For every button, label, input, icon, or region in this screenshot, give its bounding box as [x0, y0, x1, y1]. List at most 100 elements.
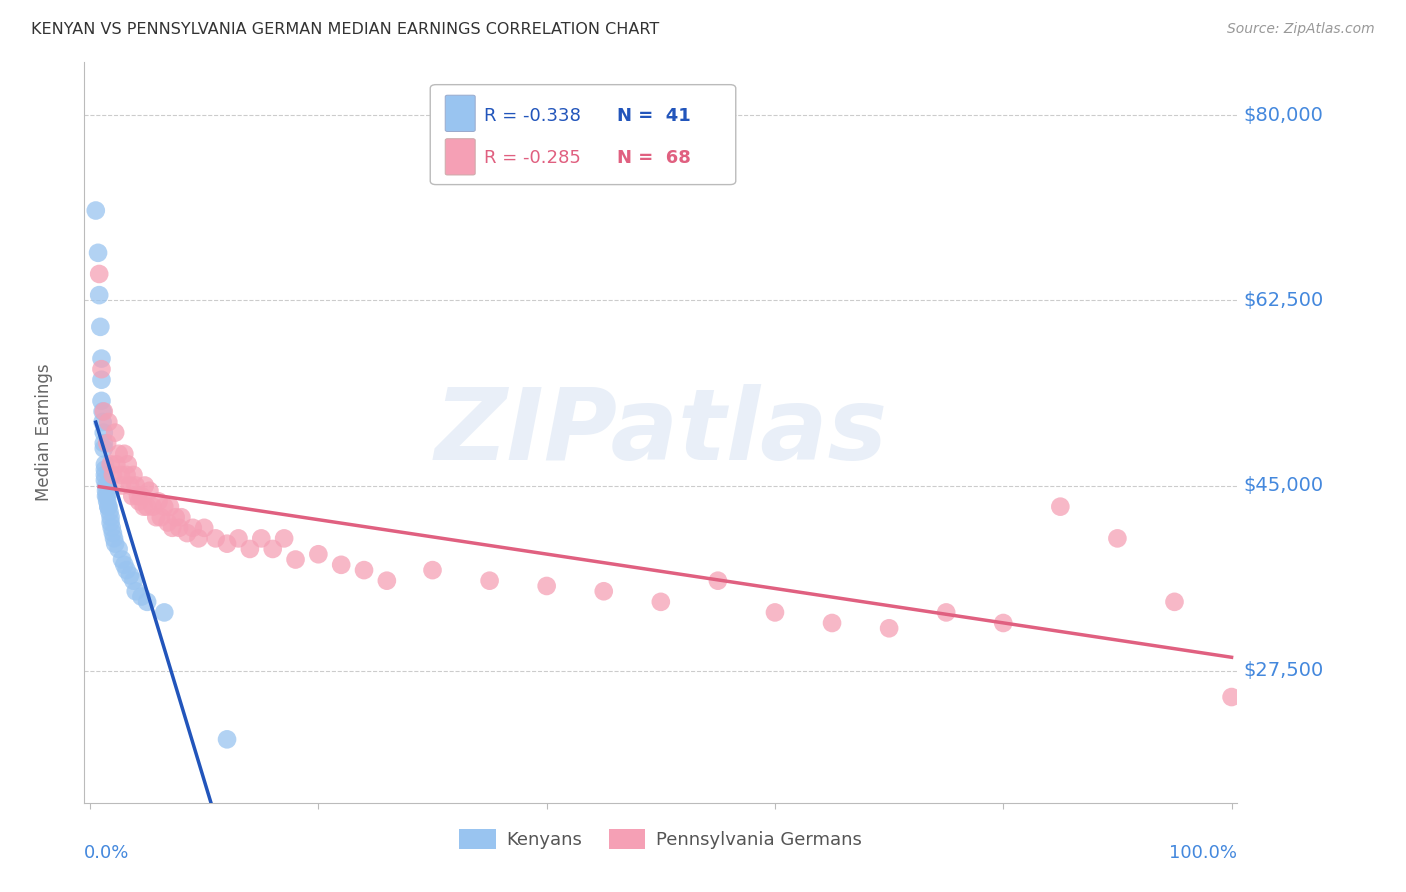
Text: N =  68: N = 68	[617, 149, 690, 167]
Point	[91, 415, 114, 429]
Point	[153, 500, 176, 514]
Point	[94, 467, 117, 482]
Point	[228, 532, 250, 546]
Point	[93, 436, 115, 450]
Point	[128, 494, 150, 508]
Point	[112, 558, 135, 572]
Point	[96, 494, 118, 508]
Point	[104, 425, 127, 440]
Point	[94, 473, 117, 487]
Point	[110, 467, 132, 482]
Point	[111, 552, 134, 566]
Point	[307, 547, 329, 561]
Point	[215, 732, 238, 747]
Point	[96, 489, 118, 503]
Point	[136, 500, 159, 514]
Point	[94, 462, 117, 476]
Point	[1220, 690, 1243, 704]
Point	[97, 500, 120, 514]
Point	[422, 563, 444, 577]
Point	[93, 425, 115, 440]
Point	[142, 500, 165, 514]
Point	[239, 541, 262, 556]
Point	[138, 483, 160, 498]
Point	[935, 606, 957, 620]
Text: $80,000: $80,000	[1243, 106, 1323, 125]
Point	[375, 574, 398, 588]
Point	[165, 510, 187, 524]
Point	[132, 500, 155, 514]
Point	[115, 467, 138, 482]
Point	[107, 541, 129, 556]
Point	[592, 584, 614, 599]
Text: R = -0.285: R = -0.285	[485, 149, 581, 167]
Point	[131, 590, 153, 604]
FancyBboxPatch shape	[446, 138, 475, 175]
Text: KENYAN VS PENNSYLVANIA GERMAN MEDIAN EARNINGS CORRELATION CHART: KENYAN VS PENNSYLVANIA GERMAN MEDIAN EAR…	[31, 22, 659, 37]
Point	[105, 458, 128, 472]
Point	[204, 532, 226, 546]
Point	[478, 574, 501, 588]
Legend: Kenyans, Pennsylvania Germans: Kenyans, Pennsylvania Germans	[453, 822, 869, 856]
Point	[117, 458, 139, 472]
Point	[1107, 532, 1129, 546]
Point	[122, 467, 145, 482]
Point	[90, 373, 112, 387]
Point	[821, 615, 844, 630]
Point	[87, 245, 110, 260]
Point	[94, 489, 117, 503]
Text: 100.0%: 100.0%	[1170, 844, 1237, 862]
Point	[111, 478, 134, 492]
Point	[121, 489, 143, 503]
Text: Median Earnings: Median Earnings	[35, 364, 53, 501]
Point	[1163, 595, 1185, 609]
Point	[101, 526, 124, 541]
Point	[96, 436, 118, 450]
Point	[250, 532, 273, 546]
Point	[89, 288, 111, 302]
Point	[353, 563, 375, 577]
Point	[262, 541, 284, 556]
Point	[112, 447, 135, 461]
Point	[162, 521, 184, 535]
Point	[330, 558, 353, 572]
Point	[100, 521, 122, 535]
Point	[84, 203, 107, 218]
Point	[127, 489, 149, 503]
Point	[156, 516, 179, 530]
Point	[118, 568, 141, 582]
Point	[877, 621, 900, 635]
Point	[167, 521, 190, 535]
Point	[145, 510, 167, 524]
Point	[181, 521, 204, 535]
Point	[176, 526, 198, 541]
Point	[93, 404, 115, 418]
Point	[148, 494, 170, 508]
Point	[101, 467, 124, 482]
Point	[94, 458, 117, 472]
Text: $62,500: $62,500	[1243, 291, 1323, 310]
Point	[97, 500, 120, 514]
Point	[993, 615, 1015, 630]
Point	[90, 351, 112, 366]
FancyBboxPatch shape	[430, 85, 735, 185]
Point	[650, 595, 672, 609]
Point	[284, 552, 307, 566]
Point	[122, 574, 145, 588]
Point	[136, 595, 159, 609]
Text: $27,500: $27,500	[1243, 661, 1323, 680]
Text: 0.0%: 0.0%	[84, 844, 129, 862]
Point	[215, 536, 238, 550]
Point	[100, 510, 122, 524]
Point	[93, 442, 115, 456]
Point	[103, 532, 125, 546]
Point	[118, 478, 141, 492]
Point	[94, 483, 117, 498]
FancyBboxPatch shape	[446, 95, 475, 131]
Point	[90, 362, 112, 376]
Point	[107, 447, 129, 461]
Point	[193, 521, 215, 535]
Point	[159, 500, 181, 514]
Point	[1049, 500, 1071, 514]
Point	[91, 404, 114, 418]
